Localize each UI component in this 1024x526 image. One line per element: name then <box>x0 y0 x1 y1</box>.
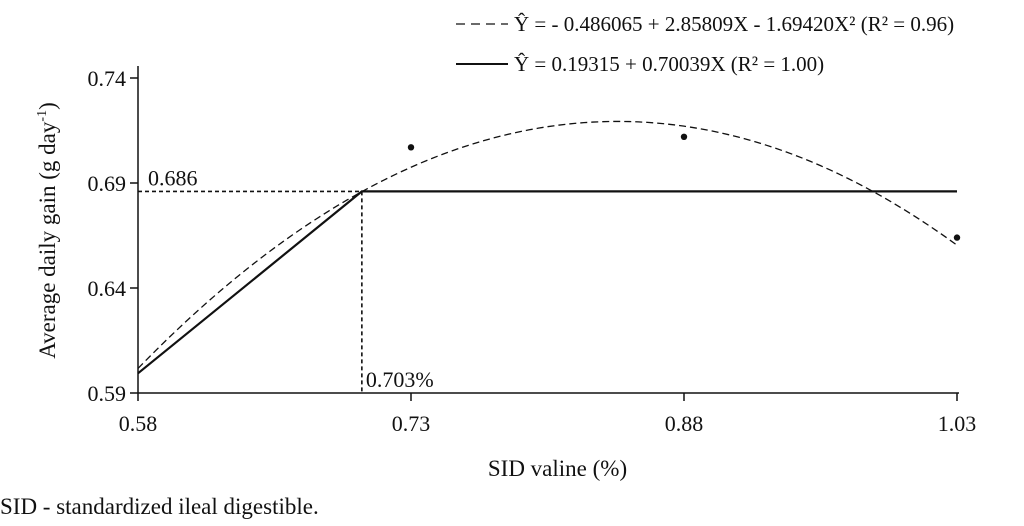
legend: Ŷ = - 0.486065 + 2.85809X - 1.69420X² (R… <box>456 12 954 76</box>
observed-points <box>407 133 961 241</box>
breakpoint-value-label: 0.703% <box>366 367 434 392</box>
y-ticks: 0.59 0.64 0.69 0.74 <box>88 66 138 406</box>
y-axis-label-superscript: -1 <box>35 110 50 122</box>
x-tick-label: 0.73 <box>392 411 431 436</box>
y-tick-label: 0.69 <box>88 171 127 196</box>
data-point <box>953 234 961 241</box>
legend-linear-equation: Ŷ = 0.19315 + 0.70039X (R² = 1.00) <box>514 52 824 76</box>
y-axis-label: Average daily gain (g day-1) <box>35 102 60 359</box>
footnote: SID - standardized ileal digestible. <box>0 494 319 519</box>
legend-quadratic-equation: Ŷ = - 0.486065 + 2.85809X - 1.69420X² (R… <box>514 12 954 36</box>
x-tick-label: 1.03 <box>938 411 977 436</box>
x-tick-label: 0.58 <box>119 411 158 436</box>
y-tick-label: 0.59 <box>88 381 127 406</box>
y-tick-label: 0.64 <box>88 276 127 301</box>
chart-svg: 0.59 0.64 0.69 0.74 0.58 0.73 0.88 1.03 SID va… <box>35 12 977 481</box>
plateau-value-label: 0.686 <box>148 165 198 190</box>
data-point <box>407 144 415 151</box>
x-axis-label: SID valine (%) <box>488 456 627 481</box>
y-axis-label-close: ) <box>35 102 60 110</box>
x-tick-label: 0.88 <box>665 411 704 436</box>
quadratic-series-line <box>137 120 958 369</box>
data-point <box>680 133 688 140</box>
y-axis-label-main: Average daily gain (g day <box>35 121 60 359</box>
x-ticks: 0.58 0.73 0.88 1.03 <box>119 393 977 436</box>
y-tick-label: 0.74 <box>88 66 127 91</box>
linear-plateau-series-line <box>137 190 957 375</box>
